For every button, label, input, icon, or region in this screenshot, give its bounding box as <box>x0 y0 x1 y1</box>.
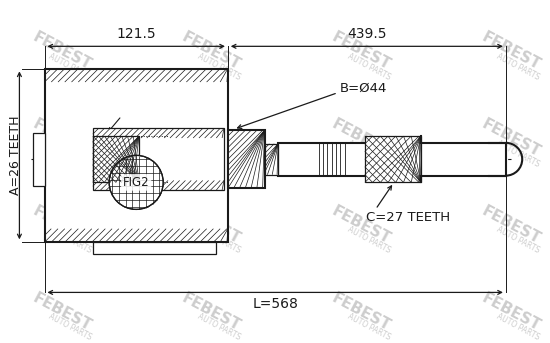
Text: C=27 TEETH: C=27 TEETH <box>366 211 450 224</box>
Text: B=Ø44: B=Ø44 <box>340 81 387 94</box>
Text: AUTO PARTS: AUTO PARTS <box>47 51 92 82</box>
Bar <box>93 136 139 182</box>
Text: FIG2: FIG2 <box>123 176 150 189</box>
Text: AUTO PARTS: AUTO PARTS <box>346 138 392 168</box>
Text: AUTO PARTS: AUTO PARTS <box>196 138 242 168</box>
Text: FEBEST: FEBEST <box>30 116 94 160</box>
Text: FEBEST: FEBEST <box>30 203 94 247</box>
Text: 121.5: 121.5 <box>117 27 156 42</box>
Text: FEBEST: FEBEST <box>329 290 393 333</box>
Bar <box>365 136 421 182</box>
Text: A=26 TEETH: A=26 TEETH <box>9 116 22 195</box>
Text: AUTO PARTS: AUTO PARTS <box>346 225 392 256</box>
Text: FEBEST: FEBEST <box>478 203 542 247</box>
Text: FEBEST: FEBEST <box>180 116 243 160</box>
Text: FEBEST: FEBEST <box>180 290 243 333</box>
Text: AUTO PARTS: AUTO PARTS <box>47 225 92 256</box>
Text: FEBEST: FEBEST <box>329 116 393 160</box>
Text: AUTO PARTS: AUTO PARTS <box>346 312 392 342</box>
Bar <box>278 143 506 176</box>
Bar <box>33 133 45 186</box>
Text: FEBEST: FEBEST <box>478 116 542 160</box>
Text: AUTO PARTS: AUTO PARTS <box>496 225 541 256</box>
Text: AUTO PARTS: AUTO PARTS <box>196 51 242 82</box>
Text: FEBEST: FEBEST <box>30 290 94 333</box>
Text: AUTO PARTS: AUTO PARTS <box>47 312 92 342</box>
Text: FEBEST: FEBEST <box>329 203 393 247</box>
Text: AUTO PARTS: AUTO PARTS <box>496 138 541 168</box>
Text: AUTO PARTS: AUTO PARTS <box>496 312 541 342</box>
Text: AUTO PARTS: AUTO PARTS <box>47 138 92 168</box>
Text: AUTO PARTS: AUTO PARTS <box>196 312 242 342</box>
Text: AUTO PARTS: AUTO PARTS <box>196 225 242 256</box>
Bar <box>265 144 278 175</box>
Text: AUTO PARTS: AUTO PARTS <box>346 51 392 82</box>
Text: FEBEST: FEBEST <box>180 29 243 73</box>
Text: AUTO PARTS: AUTO PARTS <box>496 51 541 82</box>
Text: FEBEST: FEBEST <box>478 29 542 73</box>
Text: FEBEST: FEBEST <box>30 29 94 73</box>
Text: FEBEST: FEBEST <box>180 203 243 247</box>
Bar <box>228 130 265 188</box>
Bar <box>45 69 228 242</box>
Text: 439.5: 439.5 <box>347 27 387 42</box>
Text: L=568: L=568 <box>252 297 298 311</box>
Bar <box>93 128 224 190</box>
Text: FEBEST: FEBEST <box>478 290 542 333</box>
Text: FEBEST: FEBEST <box>329 29 393 73</box>
Circle shape <box>109 155 163 210</box>
Bar <box>93 242 216 254</box>
